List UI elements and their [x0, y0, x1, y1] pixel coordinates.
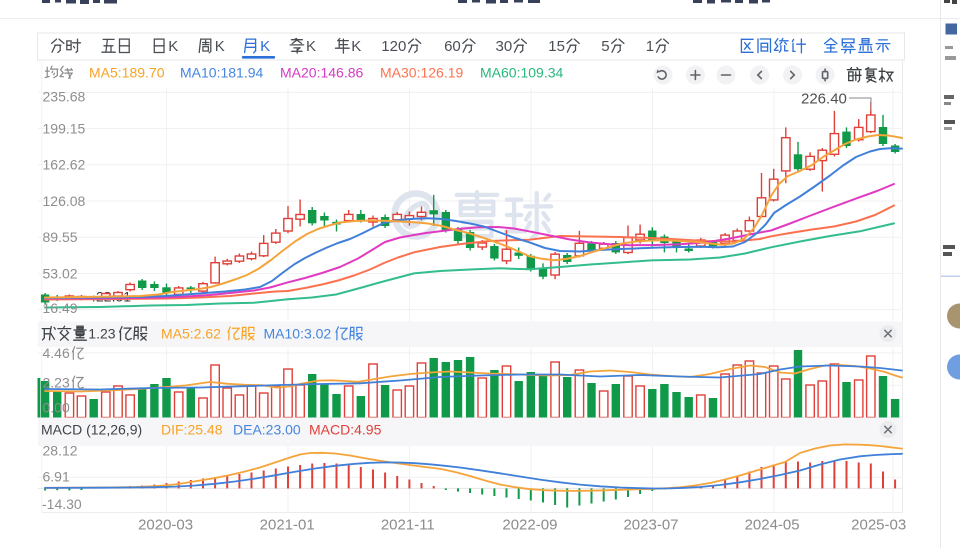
- svg-text:235.68: 235.68: [43, 88, 86, 104]
- svg-text:16.49: 16.49: [43, 300, 78, 316]
- svg-text:K: K: [168, 38, 178, 55]
- svg-text:MA10:3.02: MA10:3.02: [264, 325, 332, 341]
- svg-text:15: 15: [548, 38, 565, 55]
- svg-text:28.12: 28.12: [43, 443, 78, 459]
- svg-text:0.00: 0.00: [43, 399, 70, 415]
- svg-text:2020-03: 2020-03: [138, 516, 193, 533]
- svg-text:K: K: [351, 38, 361, 55]
- svg-text:MACD (12,26,9): MACD (12,26,9): [41, 421, 142, 437]
- svg-text:53.02: 53.02: [43, 265, 78, 281]
- svg-text:5: 5: [601, 38, 609, 55]
- svg-text:K: K: [306, 38, 316, 55]
- svg-text:MACD:4.95: MACD:4.95: [309, 421, 382, 437]
- svg-text:2021-11: 2021-11: [381, 516, 435, 533]
- svg-text:2023-07: 2023-07: [623, 516, 678, 533]
- svg-text:60: 60: [444, 38, 461, 55]
- svg-text:226.40: 226.40: [801, 90, 847, 107]
- svg-text:6.91: 6.91: [43, 468, 70, 484]
- svg-text:2024-05: 2024-05: [745, 516, 800, 533]
- svg-text:MA30:126.19: MA30:126.19: [380, 64, 463, 80]
- svg-text:1: 1: [646, 38, 654, 55]
- svg-text:K: K: [260, 38, 270, 55]
- svg-text:126.08: 126.08: [43, 193, 86, 209]
- svg-text:4.46: 4.46: [43, 345, 70, 361]
- svg-text:K: K: [215, 38, 225, 55]
- svg-text:30: 30: [496, 38, 513, 55]
- svg-text:162.62: 162.62: [43, 157, 86, 173]
- svg-text:-14.30: -14.30: [42, 496, 82, 512]
- svg-text:DEA:23.00: DEA:23.00: [233, 421, 301, 437]
- svg-text:2022-09: 2022-09: [502, 516, 557, 533]
- svg-text:MA5:2.62: MA5:2.62: [161, 325, 221, 341]
- svg-text:2.23: 2.23: [43, 374, 70, 390]
- svg-text:2025-03: 2025-03: [851, 516, 906, 533]
- svg-text:199.15: 199.15: [43, 121, 86, 137]
- svg-text:2021-01: 2021-01: [260, 516, 315, 533]
- svg-text:MA60:109.34: MA60:109.34: [480, 64, 563, 80]
- svg-text:MA10:181.94: MA10:181.94: [180, 64, 263, 80]
- svg-text:120: 120: [381, 38, 406, 55]
- svg-text:DIF:25.48: DIF:25.48: [161, 421, 223, 437]
- svg-text:89.55: 89.55: [43, 229, 78, 245]
- svg-text:MA5:189.70: MA5:189.70: [89, 64, 165, 80]
- svg-text:1.23: 1.23: [88, 325, 115, 341]
- svg-text:MA20:146.86: MA20:146.86: [280, 64, 363, 80]
